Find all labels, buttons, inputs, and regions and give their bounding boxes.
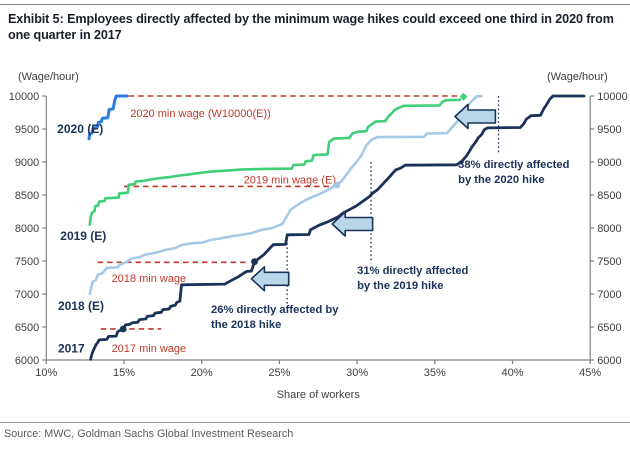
left-block-arrow xyxy=(454,103,497,130)
x-tick-label: 15% xyxy=(113,367,135,379)
y-tick-label-right: 9000 xyxy=(597,157,621,169)
x-tick-label: 35% xyxy=(424,367,446,379)
y-tick-label-right: 8500 xyxy=(597,190,621,202)
y-tick-label-right: 7500 xyxy=(597,256,621,268)
left-axis-title: (Wage/hour) xyxy=(18,71,79,83)
annotation-text: 26% directly affected by xyxy=(211,304,339,316)
source-line: Source: MWC, Goldman Sachs Global Invest… xyxy=(4,428,294,440)
crossing-marker-diamond xyxy=(458,91,469,102)
curve-label: 2018 (E) xyxy=(58,299,104,313)
curve-label: 2017 xyxy=(58,342,85,356)
y-tick-label-left: 6500 xyxy=(15,322,39,334)
y-tick-label-right: 10000 xyxy=(597,91,628,103)
crossing-marker-dot xyxy=(119,325,127,333)
source-divider xyxy=(0,422,630,423)
y-tick-label-left: 8500 xyxy=(15,190,39,202)
y-tick-label-left: 10000 xyxy=(9,91,40,103)
x-tick-label: 30% xyxy=(346,367,368,379)
min-wage-label: 2018 min wage xyxy=(112,273,187,285)
min-wage-label: 2020 min wage (W10000(E)) xyxy=(130,108,271,120)
y-tick-label-left: 7500 xyxy=(15,256,39,268)
crossing-marker-dot xyxy=(333,181,341,189)
y-tick-label-right: 6500 xyxy=(597,322,621,334)
y-tick-label-left: 8000 xyxy=(15,223,39,235)
x-tick-label: 20% xyxy=(191,367,213,379)
y-tick-label-left: 7000 xyxy=(15,289,39,301)
x-tick-label: 25% xyxy=(268,367,290,379)
curve-2018 xyxy=(88,94,483,296)
y-tick-label-right: 8000 xyxy=(597,223,621,235)
curve-label: 2020 (E) xyxy=(57,122,103,136)
curve-2017 xyxy=(89,94,586,361)
min-wage-label: 2019 min wage (E) xyxy=(244,174,336,186)
x-tick-label: 10% xyxy=(35,367,57,379)
x-axis-title: Share of workers xyxy=(277,389,361,401)
crossing-marker-dot xyxy=(251,258,258,266)
min-wage-label: 2017 min wage xyxy=(112,343,187,355)
x-tick-label: 45% xyxy=(579,367,601,379)
top-divider xyxy=(0,4,630,5)
annotation-text: 38% directly affected xyxy=(458,159,569,171)
y-tick-label-right: 6000 xyxy=(597,355,621,367)
curve-2019 xyxy=(88,95,465,226)
annotation-text: by the 2020 hike xyxy=(458,174,544,186)
y-tick-label-left: 9500 xyxy=(15,124,39,136)
annotation-text: by the 2019 hike xyxy=(357,280,443,292)
annotation-text: 31% directly affected xyxy=(357,265,468,277)
left-block-arrow xyxy=(331,211,374,237)
y-tick-label-right: 9500 xyxy=(597,124,621,136)
y-tick-label-right: 7000 xyxy=(597,289,621,301)
right-axis-title: (Wage/hour) xyxy=(547,71,608,83)
left-block-arrow xyxy=(250,265,290,292)
y-tick-label-left: 6000 xyxy=(15,355,39,367)
annotation-text: the 2018 hike xyxy=(211,319,281,331)
exhibit-title: Exhibit 5: Employees directly affected b… xyxy=(8,12,614,42)
curve-label: 2019 (E) xyxy=(60,229,106,243)
curve-2020 xyxy=(87,94,129,141)
x-tick-label: 40% xyxy=(501,367,523,379)
y-tick-label-left: 9000 xyxy=(15,157,39,169)
